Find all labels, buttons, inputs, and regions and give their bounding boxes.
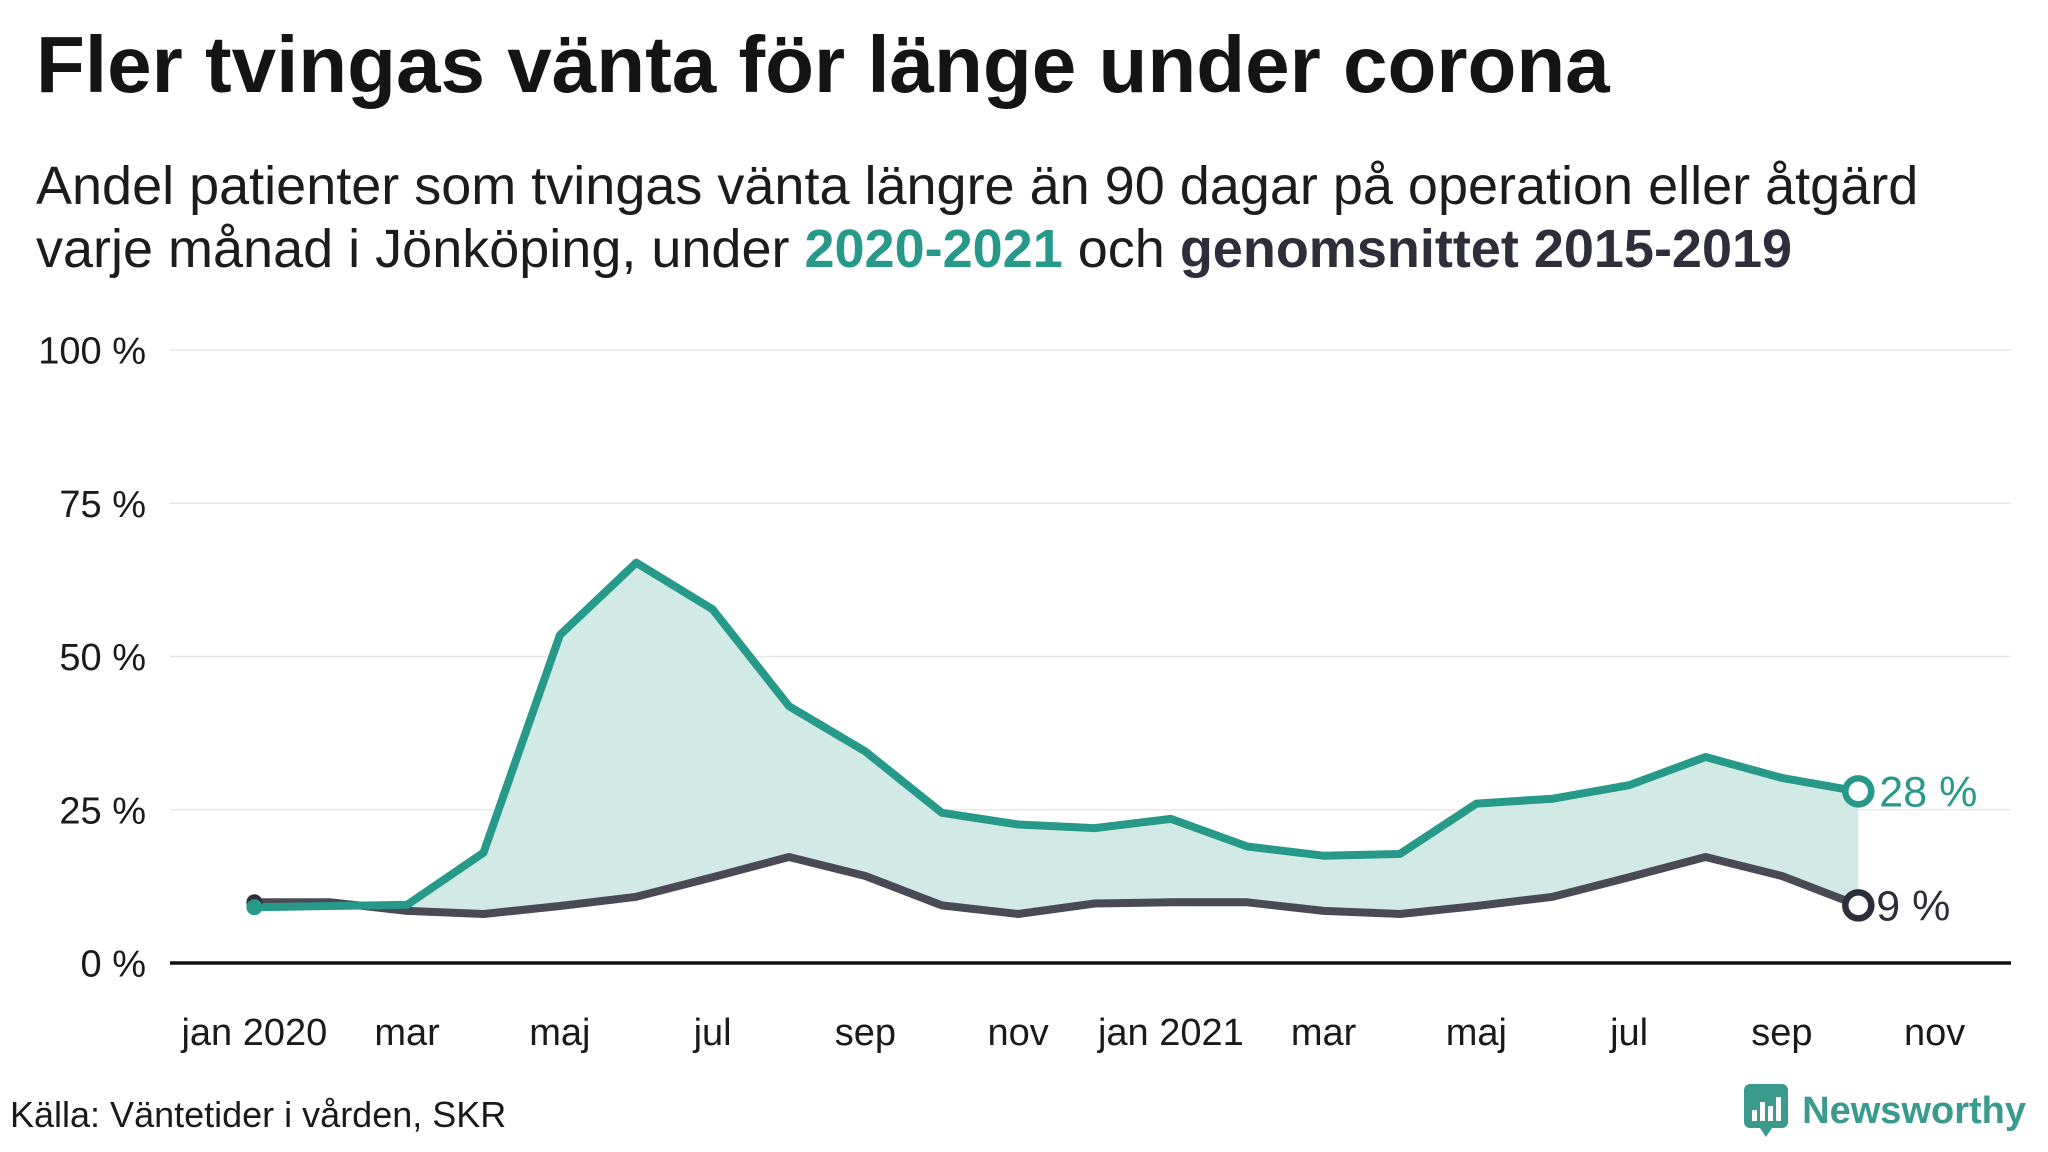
newsworthy-logo: Newsworthy — [1744, 1084, 2026, 1138]
y-tick-label: 75 % — [59, 484, 146, 526]
data-point-2020-2021-2020-12 — [1091, 824, 1099, 832]
subtitle-text-start: varje månad i Jönköping, under — [36, 219, 805, 279]
data-point-genomsnittet-2015-2019-2021-06 — [1549, 893, 1557, 901]
data-point-genomsnittet-2015-2019-2021-01 — [1167, 898, 1175, 906]
newsworthy-logo-icon — [1744, 1084, 1789, 1137]
chart-subtitle: Andel patienter som tvingas vänta längre… — [36, 155, 1918, 281]
data-point-genomsnittet-2015-2019-2021-04 — [1396, 910, 1404, 918]
data-point-2020-2021-2020-03 — [403, 901, 411, 909]
legend-series-average: genomsnittet 2015-2019 — [1179, 219, 1793, 279]
x-axis-labels: jan 2020 mar maj jul sep nov jan 2021 mar maj jul… — [180, 1012, 1965, 1054]
data-point-2020-2021-2021-05 — [1472, 800, 1480, 808]
data-point-2020-2021-2020-06 — [632, 559, 640, 567]
x-tick-label: mar — [374, 1012, 440, 1054]
data-point-2020-2021-2021-03 — [1320, 852, 1328, 860]
x-tick-label: jul — [1609, 1012, 1648, 1054]
data-point-2020-2021-2021-04 — [1396, 850, 1404, 858]
data-point-genomsnittet-2015-2019-2020-07 — [709, 873, 717, 881]
data-point-2020-2021-2021-02 — [1243, 843, 1251, 851]
data-point-2020-2021-2021-01 — [1167, 815, 1175, 823]
data-point-genomsnittet-2015-2019-2021-08 — [1702, 853, 1710, 861]
end-label-2020-2021: 28 % — [1879, 768, 1977, 816]
series-end-marker-genomsnittet-2015-2019 — [1842, 889, 1875, 922]
data-point-2020-2021-2020-07 — [709, 605, 717, 613]
logo-text: Newsworthy — [1802, 1090, 2026, 1132]
x-tick-label: nov — [1904, 1012, 1965, 1054]
plot-area: 9 % 28 % — [170, 558, 2011, 965]
x-tick-label: sep — [835, 1012, 896, 1054]
series-start-dot-2020-2021 — [246, 899, 263, 916]
data-point-2020-2021-2021-09 — [1778, 774, 1786, 782]
x-tick-label: jan 2021 — [1097, 1012, 1244, 1054]
x-tick-label: maj — [1446, 1012, 1507, 1054]
data-point-genomsnittet-2015-2019-2020-04 — [480, 910, 488, 918]
x-tick-label: jul — [693, 1012, 732, 1054]
series-end-marker-2020-2021 — [1842, 775, 1875, 808]
data-point-2020-2021-2020-05 — [556, 631, 564, 639]
y-axis-labels: 0 % 25 % 50 % 75 % 100 % — [38, 331, 146, 986]
data-point-genomsnittet-2015-2019-2020-06 — [632, 893, 640, 901]
area-between-series — [254, 562, 1859, 914]
data-point-2020-2021-2020-10 — [938, 809, 946, 817]
data-point-genomsnittet-2015-2019-2020-10 — [938, 901, 946, 909]
data-point-genomsnittet-2015-2019-2021-07 — [1625, 873, 1633, 881]
chart-grid — [170, 349, 2011, 811]
data-point-2020-2021-2020-08 — [785, 702, 793, 710]
source-note: Källa: Väntetider i vården, SKR — [10, 1094, 507, 1135]
data-point-2020-2021-2020-04 — [480, 849, 488, 857]
data-point-2020-2021-2021-08 — [1702, 753, 1710, 761]
data-point-2020-2021-2021-06 — [1549, 795, 1557, 803]
data-point-genomsnittet-2015-2019-2021-02 — [1243, 898, 1251, 906]
series-line-genomsnittet-2015-2019 — [250, 853, 1863, 918]
subtitle-line-1: Andel patienter som tvingas vänta längre… — [36, 156, 1919, 216]
data-point-genomsnittet-2015-2019-2020-05 — [556, 902, 564, 910]
data-point-genomsnittet-2015-2019-2020-11 — [1014, 910, 1022, 918]
data-point-2020-2021-2020-02 — [327, 902, 335, 910]
data-point-2020-2021-2020-11 — [1014, 821, 1022, 829]
series-line-2020-2021 — [250, 558, 1863, 912]
chart-title: Fler tvingas vänta för länge under coron… — [36, 20, 1610, 109]
data-point-2020-2021-2021-07 — [1625, 781, 1633, 789]
data-point-genomsnittet-2015-2019-2020-12 — [1091, 900, 1099, 908]
legend-series-2020-2021: 2020-2021 — [804, 219, 1063, 279]
x-tick-label: jan 2020 — [180, 1012, 327, 1054]
subtitle-text-middle: och — [1062, 219, 1180, 279]
data-point-genomsnittet-2015-2019-2021-05 — [1472, 902, 1480, 910]
data-point-2020-2021-2020-09 — [861, 748, 869, 756]
x-tick-label: maj — [529, 1012, 590, 1054]
data-point-genomsnittet-2015-2019-2020-09 — [861, 872, 869, 880]
y-tick-label: 0 % — [81, 944, 146, 986]
x-tick-label: sep — [1751, 1012, 1812, 1054]
data-point-genomsnittet-2015-2019-2021-03 — [1320, 907, 1328, 915]
y-tick-label: 50 % — [59, 637, 146, 679]
data-point-genomsnittet-2015-2019-2021-09 — [1778, 872, 1786, 880]
y-tick-label: 25 % — [59, 790, 146, 832]
end-label-genomsnittet-2015-2019: 9 % — [1876, 882, 1950, 930]
subtitle-line-2: varje månad i Jönköping, under 2020-2021… — [36, 218, 1918, 281]
x-tick-label: mar — [1291, 1012, 1357, 1054]
y-tick-label: 100 % — [38, 331, 146, 373]
data-point-genomsnittet-2015-2019-2020-08 — [785, 853, 793, 861]
x-tick-label: nov — [987, 1012, 1048, 1054]
